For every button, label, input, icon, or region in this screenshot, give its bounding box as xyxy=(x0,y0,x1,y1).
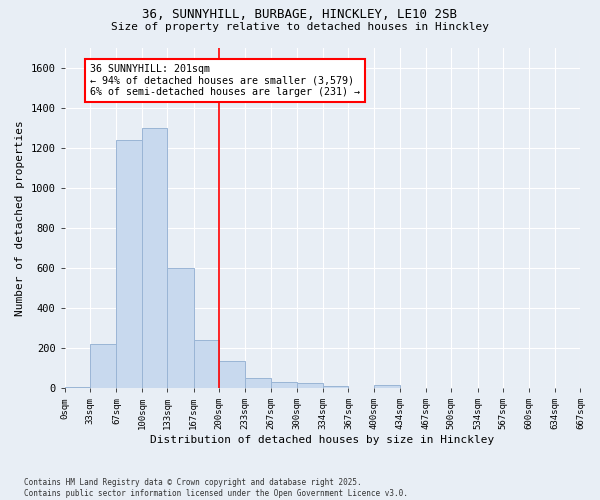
Bar xyxy=(323,386,349,388)
Bar xyxy=(219,361,245,388)
Bar xyxy=(296,383,323,388)
Text: 36, SUNNYHILL, BURBAGE, HINCKLEY, LE10 2SB: 36, SUNNYHILL, BURBAGE, HINCKLEY, LE10 2… xyxy=(143,8,458,20)
Bar xyxy=(194,340,219,388)
Bar xyxy=(167,268,194,388)
Bar xyxy=(116,140,142,388)
Bar xyxy=(90,344,116,388)
Bar xyxy=(374,385,400,388)
Text: 36 SUNNYHILL: 201sqm
← 94% of detached houses are smaller (3,579)
6% of semi-det: 36 SUNNYHILL: 201sqm ← 94% of detached h… xyxy=(90,64,360,96)
Text: Size of property relative to detached houses in Hinckley: Size of property relative to detached ho… xyxy=(111,22,489,32)
Text: Contains HM Land Registry data © Crown copyright and database right 2025.
Contai: Contains HM Land Registry data © Crown c… xyxy=(24,478,408,498)
Bar xyxy=(245,378,271,388)
Bar xyxy=(142,128,167,388)
Bar xyxy=(65,387,90,388)
Bar xyxy=(271,382,296,388)
X-axis label: Distribution of detached houses by size in Hinckley: Distribution of detached houses by size … xyxy=(151,435,494,445)
Y-axis label: Number of detached properties: Number of detached properties xyxy=(15,120,25,316)
